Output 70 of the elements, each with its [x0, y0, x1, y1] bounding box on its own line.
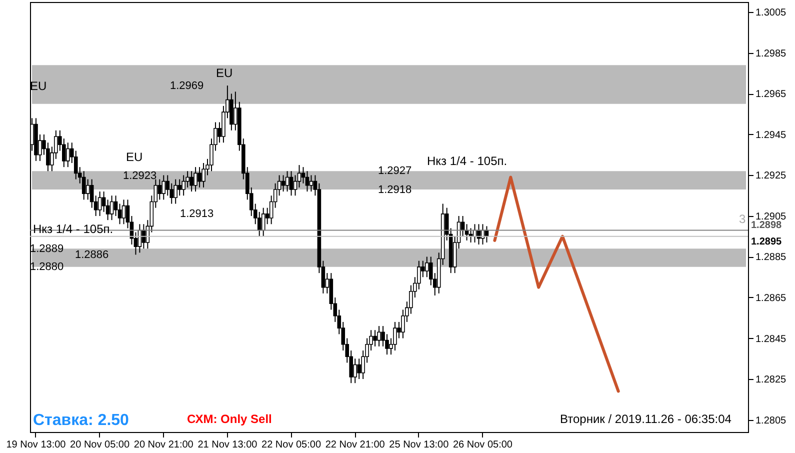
y-tick-label: 1.2805 [756, 415, 787, 426]
candlestick [281, 174, 286, 192]
x-tick-label: 21 Nov 13:00 [198, 440, 258, 450]
candlestick [66, 142, 70, 168]
candlestick [373, 330, 377, 347]
candlestick [261, 207, 266, 237]
candlestick [353, 358, 357, 384]
x-tick-label: 22 Nov 21:00 [325, 440, 386, 450]
annotation: 1.2886 [75, 249, 109, 261]
annotation: EU [216, 66, 233, 80]
annotation: 1.2913 [180, 208, 214, 220]
candlestick [102, 191, 106, 212]
x-tick-label: 19 Nov 13:00 [6, 440, 66, 450]
candlestick [110, 195, 114, 221]
y-tick-label: 1.2865 [756, 293, 787, 304]
y-tick-label: 1.2925 [756, 170, 787, 182]
candlestick [377, 326, 381, 347]
x-tick-label: 25 Nov 13:00 [389, 440, 450, 450]
ref-line-label: 1.2898 [751, 220, 782, 232]
candlestick [289, 170, 294, 196]
candlestick [114, 195, 118, 216]
candlestick [86, 178, 90, 200]
y-tick-label: 1.3005 [756, 8, 787, 19]
annotation: 1.2923 [123, 170, 157, 182]
candlestick [90, 178, 94, 208]
annotation: 1.2880 [30, 261, 64, 273]
candlestick [202, 162, 206, 188]
candlestick [293, 174, 298, 196]
candlestick [98, 191, 102, 216]
candlestick [285, 170, 290, 192]
annotation: 1.2918 [378, 184, 412, 196]
annotation: 1.2927 [378, 165, 412, 177]
annotation: EU [30, 79, 47, 93]
candlestick [122, 199, 126, 225]
ref-line-label: 1.2895 [751, 236, 782, 248]
candlestick [82, 170, 86, 200]
candlestick [162, 174, 166, 200]
x-tick-label: 26 Nov 05:00 [452, 440, 513, 450]
annotation: Ставка: 2.50 [33, 412, 130, 429]
candlestick [393, 321, 397, 351]
candlestick [178, 178, 182, 196]
y-tick-label: 1.2905 [756, 211, 787, 222]
candlestick [424, 256, 429, 278]
candlestick [309, 174, 314, 192]
x-tick-label: 20 Nov 21:00 [134, 440, 194, 450]
y-tick-label: 1.2885 [756, 252, 787, 264]
annotation: 1.2969 [170, 80, 204, 92]
line-series [493, 176, 620, 393]
annotation: Нкз 1/4 - 105п. [427, 154, 508, 168]
x-tick-label: 20 Nov 05:00 [70, 440, 130, 450]
annotation: 1.2889 [30, 243, 64, 255]
annotation: Нкз 1/4 - 105п. [33, 222, 114, 236]
y-tick-label: 1.2965 [756, 89, 787, 100]
candlestick [182, 174, 186, 196]
annotation: EU [126, 150, 143, 164]
y-tick-label: 1.2945 [756, 130, 787, 141]
candlestick [158, 178, 162, 200]
candlestick [174, 178, 178, 204]
candlestick [357, 358, 361, 380]
y-tick-label: 1.2845 [756, 334, 787, 345]
candlestick [190, 170, 194, 192]
annotation: 3 [739, 212, 746, 226]
candlestick [198, 166, 202, 188]
candlestick [305, 170, 310, 192]
y-tick-label: 1.2825 [756, 374, 787, 386]
annotation: СХМ: Only Sell [187, 412, 272, 426]
y-tick-label: 1.2985 [756, 48, 787, 60]
x-tick-label: 22 Nov 05:00 [262, 440, 322, 450]
candlestick [194, 166, 198, 192]
annotation: Вторник / 2019.11.26 - 06:35:04 [560, 412, 732, 426]
